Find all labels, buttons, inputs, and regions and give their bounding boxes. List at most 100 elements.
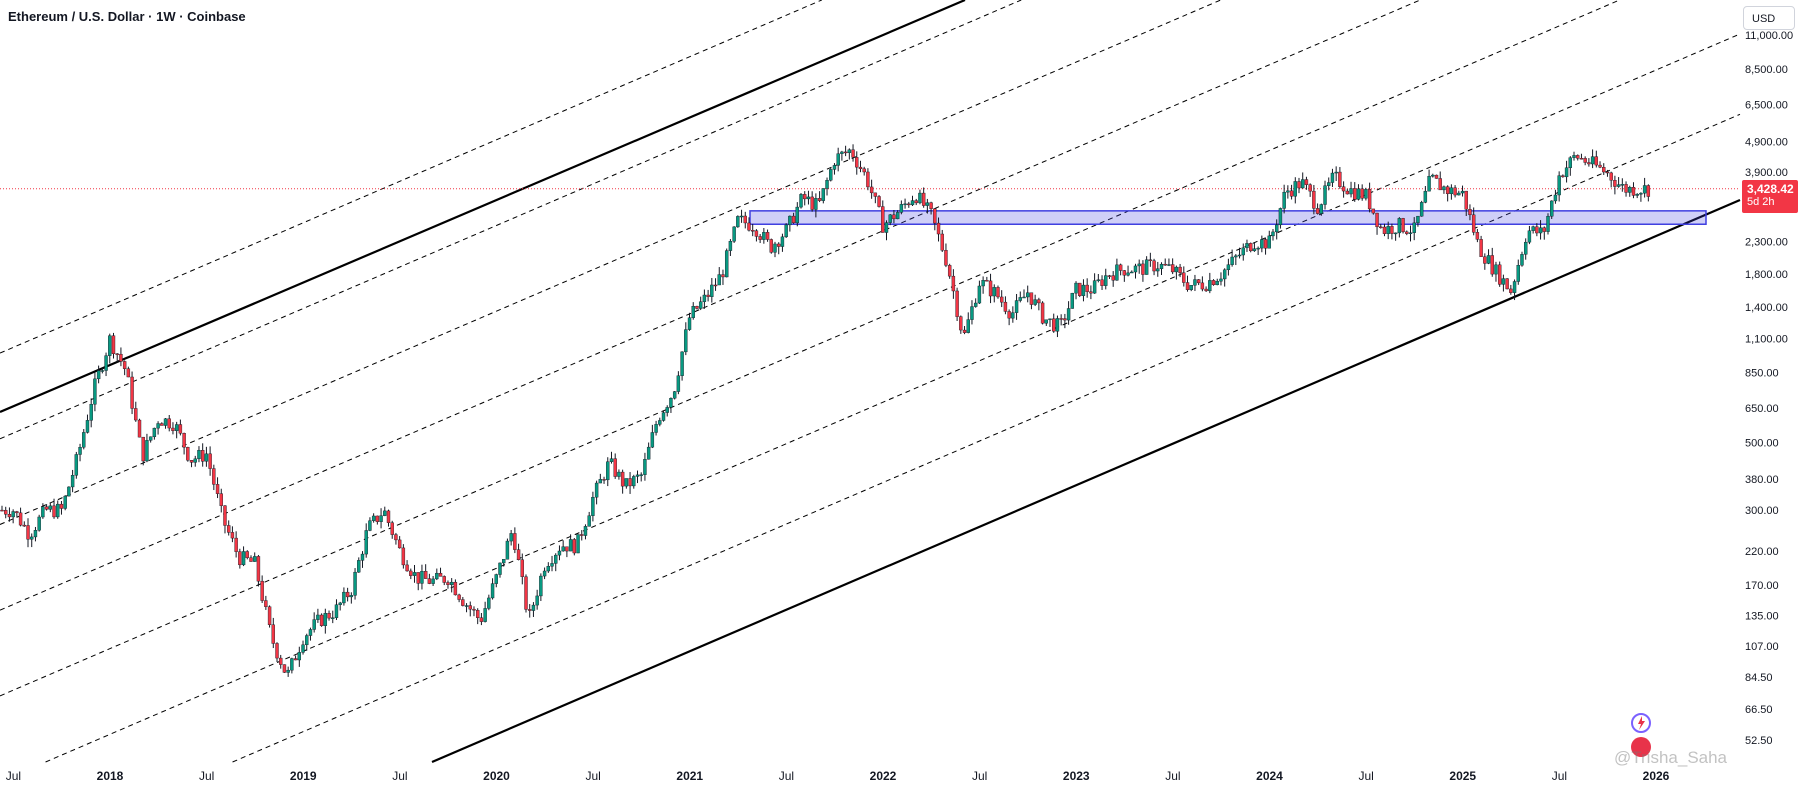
candle-body [1460, 190, 1465, 194]
x-tick-label: 2026 [1643, 769, 1670, 783]
candle-body [713, 284, 718, 287]
candle-body [1427, 175, 1431, 192]
candle-body [1449, 187, 1454, 195]
candle-body [1115, 264, 1119, 281]
candle-body [490, 583, 495, 599]
candle-body [182, 433, 186, 448]
candle-body [598, 479, 603, 484]
channel-dashed-line-1 [232, 113, 1741, 763]
candle-body [416, 572, 420, 584]
y-tick-label: 84.50 [1745, 672, 1773, 684]
candle-body [160, 423, 164, 426]
candle-body [739, 215, 744, 218]
candle-body [535, 595, 539, 606]
candle-body [1516, 265, 1520, 282]
candle-body [973, 302, 978, 307]
candle-body [895, 212, 900, 220]
candle-body [152, 427, 157, 438]
candle-body [301, 644, 305, 653]
candle-body [260, 580, 264, 601]
candle-body [100, 370, 105, 372]
x-tick-label: 2023 [1063, 769, 1090, 783]
x-tick-label: 2018 [97, 769, 124, 783]
candle-body [591, 496, 595, 516]
candle-body [1401, 218, 1405, 233]
candle-body [1587, 162, 1591, 165]
candle-body [1323, 185, 1327, 205]
candle-body [1100, 279, 1104, 286]
candle-body [1011, 312, 1015, 319]
candle-body [1524, 241, 1528, 255]
candle-body [1159, 263, 1164, 269]
candle-body [1509, 288, 1513, 293]
candle-body [1007, 311, 1011, 319]
candle-body [193, 458, 197, 463]
candle-body [1379, 226, 1383, 229]
candle-body [1561, 175, 1565, 178]
candle-body [1315, 208, 1320, 214]
candle-body [1438, 178, 1442, 191]
candle-body [635, 474, 640, 477]
candle-body [747, 222, 751, 231]
candle-body [1204, 288, 1208, 292]
candle-body [1271, 231, 1275, 237]
candle-body [1215, 280, 1219, 286]
candle-body [1070, 292, 1075, 309]
candle-body [457, 594, 461, 600]
chart-title: Ethereum / U.S. Dollar · 1W · Coinbase [8, 9, 246, 24]
candle-body [197, 450, 201, 460]
x-tick-label: Jul [779, 769, 794, 783]
candle-body [910, 200, 915, 206]
candle-body [1066, 308, 1071, 321]
candle-body [1397, 218, 1402, 234]
candle-body [323, 613, 328, 626]
candle-body [1349, 188, 1353, 195]
candle-body [405, 564, 409, 572]
candle-body [1055, 318, 1060, 332]
candle-body [855, 157, 859, 168]
candle-body [483, 608, 487, 622]
candle-body [810, 196, 814, 210]
candle-body [672, 391, 677, 399]
candle-body [89, 404, 93, 421]
x-tick-label: Jul [1358, 769, 1373, 783]
candle-body [509, 533, 513, 542]
candle-body [940, 233, 944, 251]
candle-body [427, 578, 432, 584]
candle-body [877, 196, 881, 207]
candle-body [698, 301, 703, 309]
candle-body [568, 539, 573, 552]
candle-body [1605, 171, 1610, 174]
candle-body [1107, 275, 1112, 277]
x-tick-label: Jul [585, 769, 600, 783]
candle-body [580, 534, 584, 536]
candle-body [1312, 190, 1316, 209]
candle-body [1512, 281, 1517, 293]
candle-body [658, 420, 662, 425]
candle-body [327, 613, 331, 619]
candle-body [1386, 226, 1390, 234]
candle-body [1520, 254, 1524, 266]
y-tick-label: 2,300.00 [1745, 236, 1788, 248]
candle-body [1375, 212, 1379, 228]
candle-body [1497, 264, 1502, 285]
candle-body [981, 280, 985, 287]
candle-body [104, 355, 108, 371]
candle-body [829, 169, 833, 181]
candle-body [1330, 172, 1335, 183]
candle-body [773, 243, 777, 253]
candle-body [1156, 268, 1160, 272]
candle-body [82, 432, 86, 448]
currency-button[interactable]: USD [1743, 6, 1795, 30]
support-zone[interactable] [749, 210, 1707, 225]
candle-body [970, 306, 974, 320]
candle-body [1542, 227, 1546, 232]
y-tick-label: 1,800.00 [1745, 269, 1788, 281]
candle-body [1174, 266, 1179, 273]
x-tick-label: Jul [1165, 769, 1180, 783]
candle-body [1304, 179, 1309, 185]
channel-dashed-line-7 [0, 0, 822, 354]
candle-body [769, 239, 773, 253]
candle-body [1234, 255, 1238, 258]
